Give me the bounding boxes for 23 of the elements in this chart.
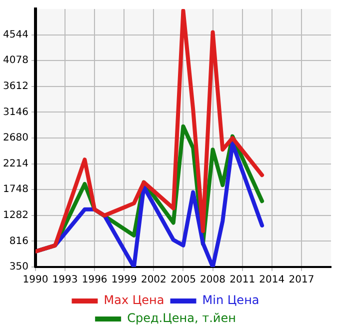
y-tick-label: 2680 [2,132,28,144]
x-tick-label: 2005 [170,274,196,286]
y-tick-label: 4078 [2,55,28,66]
y-tick-label: 4544 [2,29,28,40]
x-tick-label: 2014 [259,274,285,286]
x-tick-label: 2008 [200,274,226,286]
x-tick-label: 1999 [111,274,137,286]
x-tick-label: 2017 [288,274,314,286]
y-tick-label: 2214 [2,158,28,170]
y-tick-label: 1748 [2,184,28,196]
x-tick-label: 1990 [22,274,48,286]
x-tick-label: 1993 [52,274,78,286]
legend-label: Min Цена [202,293,260,308]
y-tick-label: 816 [9,236,28,247]
x-tick-label: 1996 [82,274,108,286]
legend-label: Max Цена [104,293,164,308]
y-tick-label: 3146 [2,106,28,118]
x-tick-label: 2002 [140,274,166,286]
x-tick-label: 2011 [230,274,256,286]
y-tick-label: 3612 [2,80,28,92]
y-tick-label: 350 [9,262,28,273]
y-tick-label: 1282 [2,210,28,221]
legend-label: Сред.Цена, т.йен [127,311,236,326]
